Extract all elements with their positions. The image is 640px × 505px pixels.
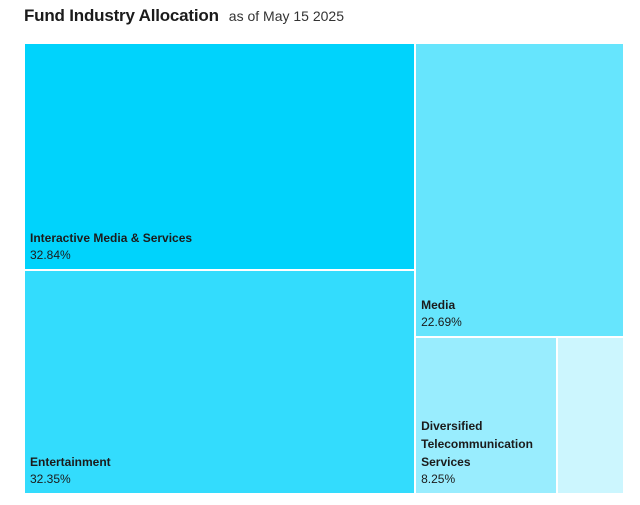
tile-value: 32.35% [30, 471, 71, 486]
tile-label: Entertainment 32.35% [30, 453, 409, 487]
tile-name: Media [421, 297, 456, 312]
chart-title: Fund Industry Allocation [24, 6, 219, 25]
tile-name: Telecommunication [421, 436, 533, 451]
treemap-tile[interactable]: Entertainment 32.35% [24, 270, 416, 494]
chart-header: Fund Industry Allocation as of May 15 20… [24, 6, 344, 30]
treemap-tile[interactable] [557, 336, 624, 494]
industry-treemap: Interactive Media & Services 32.84% Entert… [24, 43, 624, 494]
treemap-tile[interactable]: Interactive Media & Services 32.84% [24, 43, 416, 271]
tile-name: Diversified [421, 418, 483, 433]
tile-value: 8.25% [421, 471, 456, 486]
treemap-tile[interactable]: Diversified Telecommunication Services 8.25… [415, 336, 558, 494]
treemap-tile[interactable]: Media 22.69% [415, 43, 624, 337]
tile-label: Interactive Media & Services 32.84% [30, 229, 409, 263]
tile-value: 32.84% [30, 248, 71, 263]
tile-name: Entertainment [30, 454, 111, 469]
tile-name: Services [421, 454, 471, 469]
chart-date: as of May 15 2025 [228, 8, 344, 24]
tile-label: Diversified Telecommunication Services 8.25… [421, 417, 551, 487]
tile-label: Media 22.69% [421, 296, 618, 330]
tile-value: 22.69% [421, 314, 462, 329]
tile-name: Interactive Media & Services [30, 231, 193, 246]
